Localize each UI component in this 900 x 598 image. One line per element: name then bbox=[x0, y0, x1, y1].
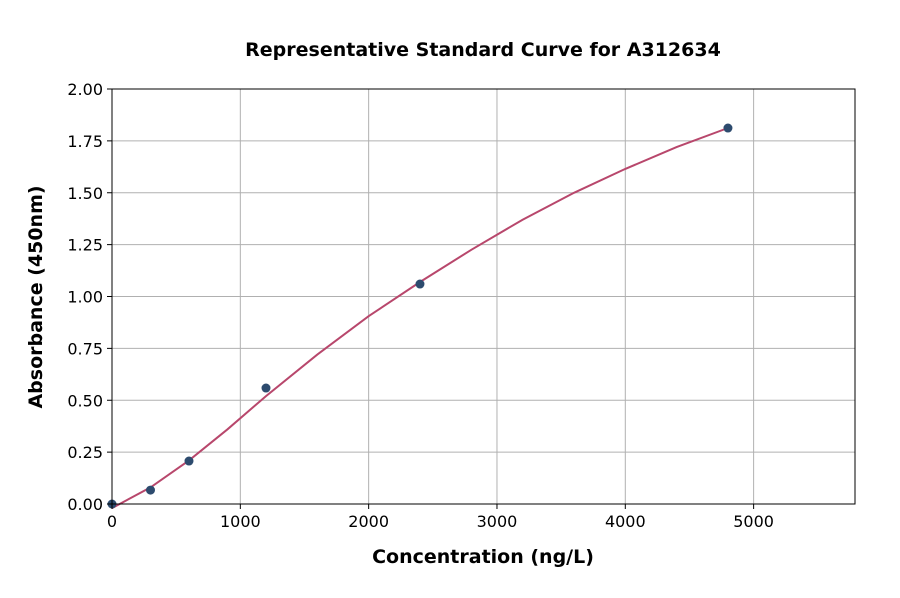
data-point bbox=[415, 279, 425, 289]
x-tick-label: 0 bbox=[107, 512, 117, 531]
y-tick-label: 0.25 bbox=[67, 443, 103, 462]
x-tick-label: 5000 bbox=[733, 512, 774, 531]
y-tick-label: 1.75 bbox=[67, 132, 103, 151]
data-point bbox=[723, 123, 733, 133]
x-tick-label: 3000 bbox=[477, 512, 518, 531]
y-tick-label: 0.50 bbox=[67, 391, 103, 410]
data-point bbox=[145, 485, 155, 495]
y-tick-label: 2.00 bbox=[67, 80, 103, 99]
y-tick-label: 0.75 bbox=[67, 339, 103, 358]
fit-curve-line bbox=[111, 127, 729, 509]
y-axis-label: Absorbance (450nm) bbox=[25, 185, 47, 408]
x-tick-label: 1000 bbox=[220, 512, 261, 531]
data-point bbox=[261, 383, 271, 393]
y-tick-label: 1.50 bbox=[67, 184, 103, 203]
y-tick-label: 0.00 bbox=[67, 495, 103, 514]
chart-title: Representative Standard Curve for A31263… bbox=[245, 39, 721, 61]
y-tick-label: 1.25 bbox=[67, 236, 103, 255]
y-tick-label: 1.00 bbox=[67, 288, 103, 307]
x-tick-label: 2000 bbox=[348, 512, 389, 531]
data-point bbox=[184, 456, 194, 466]
x-axis-label: Concentration (ng/L) bbox=[372, 546, 594, 568]
x-tick-label: 4000 bbox=[605, 512, 646, 531]
